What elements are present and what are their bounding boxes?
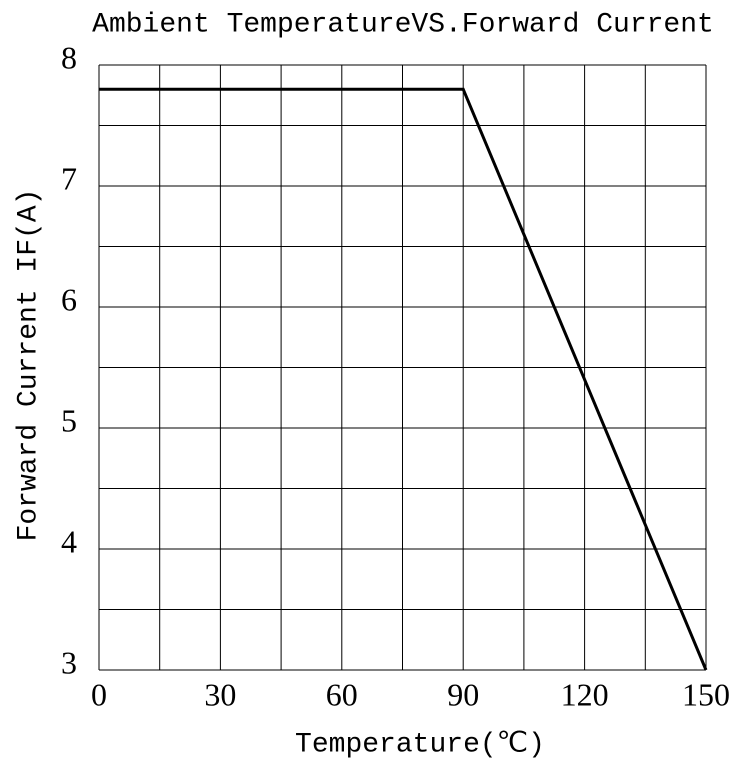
x-tick-label: 150	[682, 676, 730, 712]
x-tick-label: 30	[204, 676, 236, 712]
x-axis-label: Temperature(℃)	[295, 729, 545, 760]
x-tick-label: 120	[561, 676, 609, 712]
x-tick-label: 60	[326, 676, 358, 712]
x-tick-label: 0	[91, 676, 107, 712]
y-tick-label: 4	[61, 523, 77, 559]
x-tick-label: 90	[447, 676, 479, 712]
y-tick-label: 5	[61, 402, 77, 438]
y-axis-label: Forward Current IF(A)	[13, 189, 44, 542]
data-line	[99, 87, 708, 671]
y-tick-label: 8	[61, 39, 77, 75]
y-tick-label: 6	[61, 281, 77, 317]
y-tick-label: 3	[61, 644, 77, 680]
chart-title: Ambient TemperatureVS.Forward Current	[92, 9, 714, 40]
y-tick-label: 7	[61, 160, 77, 196]
